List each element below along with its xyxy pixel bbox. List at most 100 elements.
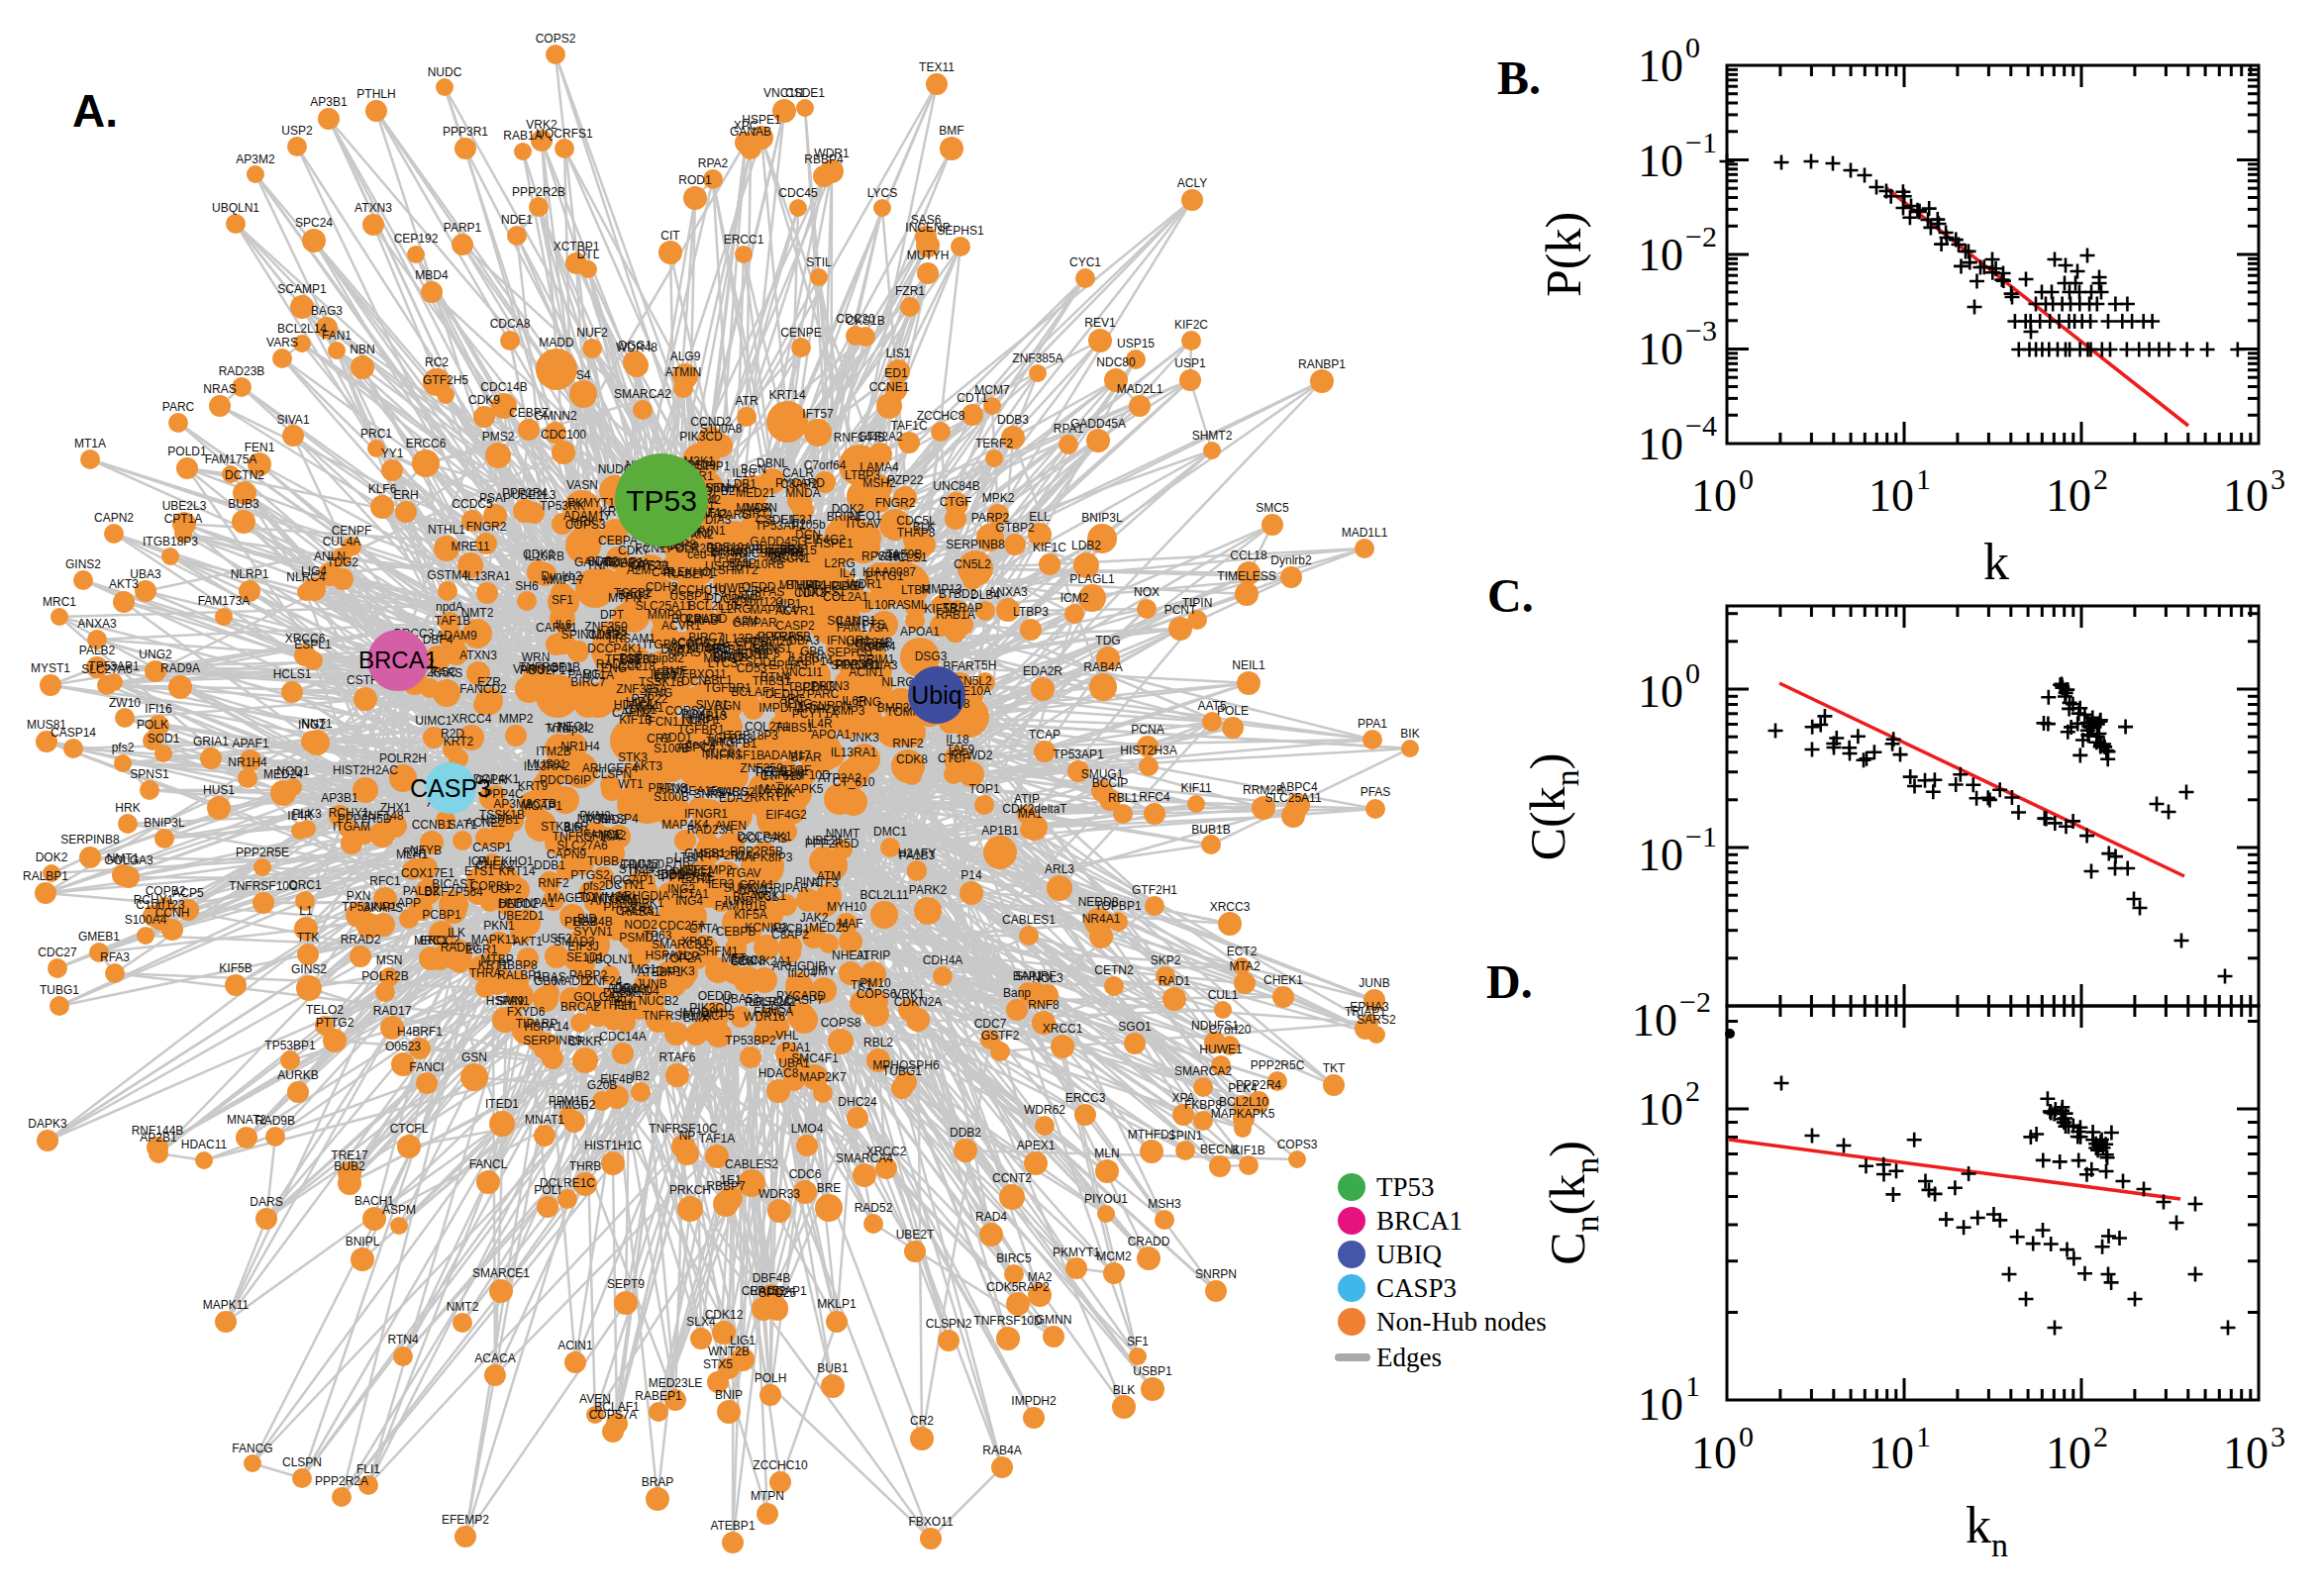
svg-text:NDUFS1: NDUFS1 xyxy=(1191,1019,1239,1033)
svg-text:RFC4: RFC4 xyxy=(1139,790,1170,804)
svg-text:SPIN1: SPIN1 xyxy=(1168,1129,1203,1143)
svg-text:2: 2 xyxy=(1685,1074,1700,1107)
svg-text:RBL2: RBL2 xyxy=(863,1036,893,1049)
svg-text:CDK3: CDK3 xyxy=(794,586,826,600)
svg-text:DEDD2: DEDD2 xyxy=(498,897,539,911)
svg-text:TP53: TP53 xyxy=(1376,1172,1435,1202)
svg-text:NRAS: NRAS xyxy=(203,382,236,396)
svg-text:RNF8: RNF8 xyxy=(1028,998,1060,1012)
svg-text:ERCC3: ERCC3 xyxy=(1065,1091,1106,1105)
svg-text:SGO1: SGO1 xyxy=(1118,1020,1152,1034)
svg-text:TUBG1: TUBG1 xyxy=(40,983,79,997)
svg-text:RAD1: RAD1 xyxy=(1159,974,1190,988)
svg-text:TDG: TDG xyxy=(1095,634,1120,648)
svg-text:MED25: MED25 xyxy=(809,921,849,935)
svg-text:ITED1: ITED1 xyxy=(485,1097,519,1111)
svg-text:IL10RA: IL10RA xyxy=(864,598,904,612)
svg-text:ED1: ED1 xyxy=(884,366,908,380)
svg-text:DBF4: DBF4 xyxy=(423,633,454,647)
svg-text:RC2: RC2 xyxy=(425,355,449,369)
svg-text:UNC84B: UNC84B xyxy=(933,479,979,493)
svg-text:SPNS1: SPNS1 xyxy=(130,767,169,781)
svg-text:HIP1: HIP1 xyxy=(626,695,653,709)
svg-text:ANXA3: ANXA3 xyxy=(77,617,117,631)
svg-text:0: 0 xyxy=(1739,462,1754,495)
svg-text:C4R: C4R xyxy=(652,565,675,579)
svg-text:TOP2A: TOP2A xyxy=(662,951,701,965)
svg-text:GB6: GB6 xyxy=(534,974,557,988)
svg-text:FAM101B: FAM101B xyxy=(715,899,767,913)
svg-text:SMARCE1: SMARCE1 xyxy=(472,1266,530,1280)
svg-text:RAB4A: RAB4A xyxy=(1083,660,1122,674)
svg-text:UBIQ: UBIQ xyxy=(1376,1240,1442,1269)
svg-text:DLB4: DLB4 xyxy=(970,588,1000,602)
svg-text:LTBP3: LTBP3 xyxy=(845,468,880,482)
svg-text:MADD: MADD xyxy=(539,336,574,349)
svg-text:MMP2: MMP2 xyxy=(592,629,627,643)
svg-text:WDR62: WDR62 xyxy=(1024,1103,1065,1117)
svg-text:PRTN3: PRTN3 xyxy=(810,679,849,693)
svg-text:GRIPAR: GRIPAR xyxy=(763,881,808,895)
svg-text:10: 10 xyxy=(1638,1379,1683,1430)
svg-text:PTGS2: PTGS2 xyxy=(570,868,610,882)
svg-text:RALBP1: RALBP1 xyxy=(23,869,68,883)
svg-text:AP3B1: AP3B1 xyxy=(321,791,358,805)
svg-text:ITGB18P3: ITGB18P3 xyxy=(143,535,198,549)
svg-text:TGFBR1: TGFBR1 xyxy=(704,681,752,695)
svg-text:10: 10 xyxy=(1868,1428,1914,1478)
svg-text:CIT: CIT xyxy=(660,229,680,243)
svg-text:PIYOU1: PIYOU1 xyxy=(1084,1192,1128,1206)
svg-text:2: 2 xyxy=(2093,1420,2108,1452)
svg-text:PCBP1: PCBP1 xyxy=(422,908,461,922)
svg-text:PCNA: PCNA xyxy=(1131,723,1163,737)
svg-text:PARP2: PARP2 xyxy=(569,968,608,982)
svg-text:CCNE1: CCNE1 xyxy=(869,380,910,394)
svg-text:RAD9A: RAD9A xyxy=(160,661,200,675)
svg-text:FEN1: FEN1 xyxy=(245,441,275,454)
svg-text:CRADD: CRADD xyxy=(1128,1235,1170,1248)
svg-text:ANTXR1: ANTXR1 xyxy=(590,894,638,908)
svg-text:ECT2: ECT2 xyxy=(1227,945,1258,958)
svg-text:ROD1: ROD1 xyxy=(678,173,712,187)
svg-text:CRKR: CRKR xyxy=(568,1035,602,1048)
svg-text:10: 10 xyxy=(1638,666,1683,717)
svg-text:AVEN: AVEN xyxy=(579,1392,611,1406)
svg-text:HUS1: HUS1 xyxy=(203,783,235,797)
svg-text:TIMELESS: TIMELESS xyxy=(1217,569,1275,583)
svg-text:CDK12: CDK12 xyxy=(705,1308,744,1322)
svg-text:UBE2I: UBE2I xyxy=(807,834,842,848)
svg-text:−3: −3 xyxy=(1685,314,1717,347)
svg-text:MG1: MG1 xyxy=(631,962,656,976)
svg-text:−1: −1 xyxy=(1685,126,1717,158)
svg-text:SHMT2: SHMT2 xyxy=(1192,429,1233,443)
svg-text:FANCG: FANCG xyxy=(232,1442,272,1455)
svg-text:npdA: npdA xyxy=(436,600,463,614)
svg-text:SEPHS1: SEPHS1 xyxy=(937,224,984,238)
svg-text:COX17E1: COX17E1 xyxy=(401,866,454,880)
svg-text:MYH10: MYH10 xyxy=(827,900,866,914)
svg-text:TIPARP: TIPARP xyxy=(516,1017,557,1031)
svg-text:T5H: T5H xyxy=(974,658,997,672)
svg-text:PLK3: PLK3 xyxy=(292,807,322,821)
svg-text:LTBP3: LTBP3 xyxy=(1013,605,1049,619)
svg-text:MSN: MSN xyxy=(376,953,403,967)
svg-text:BRE: BRE xyxy=(817,1181,842,1195)
svg-text:PTTG1: PTTG1 xyxy=(865,569,904,583)
svg-text:PEA15: PEA15 xyxy=(680,784,718,798)
svg-text:THAP8: THAP8 xyxy=(897,526,936,540)
svg-text:CUL1: CUL1 xyxy=(1208,988,1239,1002)
svg-text:HIST1H1C: HIST1H1C xyxy=(584,1139,642,1152)
svg-text:FANCI: FANCI xyxy=(409,1060,444,1074)
svg-text:CDK9: CDK9 xyxy=(468,393,500,407)
svg-text:PPP2R5B: PPP2R5B xyxy=(730,845,783,858)
svg-text:ATMIN: ATMIN xyxy=(665,365,701,379)
svg-text:FNGR2: FNGR2 xyxy=(875,496,916,510)
svg-text:LRSAM1: LRSAM1 xyxy=(749,995,796,1009)
svg-text:SF1: SF1 xyxy=(1127,1335,1149,1348)
svg-text:RPA2: RPA2 xyxy=(698,156,729,170)
svg-text:KIF1C: KIF1C xyxy=(1033,541,1066,554)
svg-text:1E1: 1E1 xyxy=(720,1173,742,1187)
svg-text:LTBR: LTBR xyxy=(674,850,704,864)
svg-text:MRC1: MRC1 xyxy=(43,595,76,609)
svg-text:CENPE: CENPE xyxy=(780,326,821,340)
